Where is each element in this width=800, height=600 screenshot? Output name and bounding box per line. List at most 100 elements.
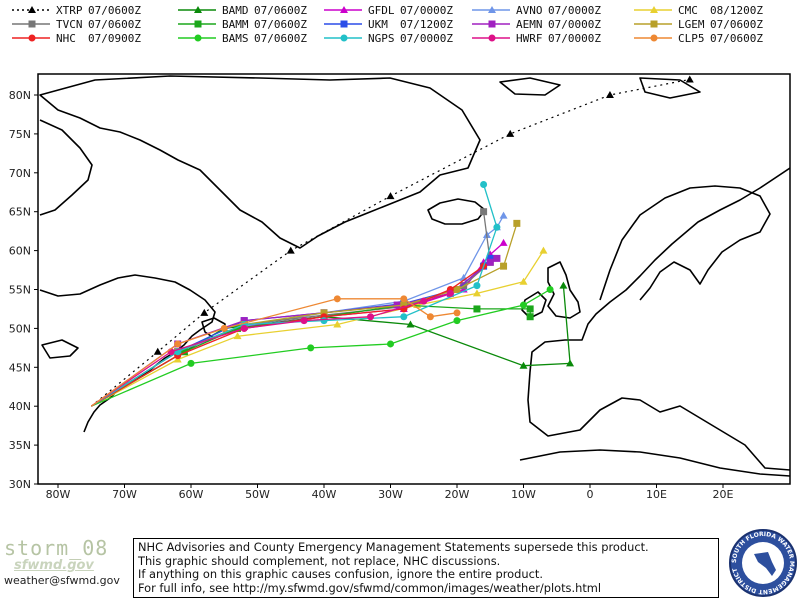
legend-marker — [340, 34, 348, 42]
track-point-bamm — [473, 305, 481, 313]
arctic-islands — [499, 77, 701, 99]
disclaimer-line: This graphic should complement, not repl… — [138, 553, 501, 568]
legend-model: UKM — [368, 18, 388, 31]
legend-item-avno: AVNO 07/0000Z — [472, 4, 601, 17]
track-point-clp5 — [453, 309, 461, 317]
track-point-lgem — [453, 286, 461, 293]
legend-model: TVCN — [56, 18, 83, 31]
track-point-ngps — [320, 317, 328, 325]
greater-lakes-region — [41, 339, 79, 359]
legend-time: 07/0600Z — [254, 4, 307, 17]
legend-item-hwrf: HWRF 07/0000Z — [472, 32, 601, 45]
legend-time: 08/1200Z — [710, 4, 763, 17]
lat-tick-label: 50N — [9, 322, 31, 335]
legend-model: CMC — [678, 4, 698, 17]
legend-marker — [28, 6, 36, 13]
legend-item-nhc: NHC 07/0900Z — [12, 32, 141, 45]
track-point-bamd — [559, 281, 568, 289]
legend-item-xtrp: XTRP 07/0600Z — [12, 4, 141, 17]
lon-tick-label: 30W — [378, 488, 403, 501]
track-point-clp5 — [426, 313, 434, 321]
lat-tick-label: 35N — [9, 439, 31, 452]
legend-time: 07/0000Z — [400, 4, 453, 17]
legend-item-clp5: CLP5 07/0600Z — [634, 32, 763, 45]
track-point-bams — [187, 359, 195, 367]
map-frame — [37, 73, 791, 485]
track-point-hwrf — [420, 297, 428, 305]
track-point-aemn — [393, 301, 401, 309]
legend-marker — [194, 20, 202, 28]
track-line-bamd — [90, 285, 571, 407]
track-point-xtrp — [506, 129, 515, 137]
track-line-ngps — [90, 184, 498, 407]
track-point-ngps — [400, 313, 408, 321]
lon-tick-label: 20W — [445, 488, 470, 501]
track-point-gfdl — [499, 238, 508, 246]
legend-time: 07/0000Z — [400, 32, 453, 45]
legend-marker — [488, 6, 496, 13]
track-point-bams — [453, 317, 461, 325]
track-point-xtrp — [153, 347, 162, 355]
track-point-clp5 — [400, 295, 408, 303]
legend-model: BAMS — [222, 32, 249, 45]
track-point-bams — [307, 344, 315, 352]
legend-time: 07/0600Z — [710, 18, 763, 31]
lon-tick-label: 40W — [312, 488, 337, 501]
europe-coast — [527, 167, 790, 471]
legend-marker — [194, 6, 202, 13]
track-point-aemn — [486, 258, 494, 266]
track-point-aemn — [493, 254, 501, 262]
legend-marker — [340, 6, 348, 13]
legend-marker — [650, 20, 658, 28]
ireland-coast — [521, 291, 547, 319]
legend-item-bamm: BAMM 07/0600Z — [178, 18, 307, 31]
track-point-bamd — [519, 361, 528, 369]
legend-marker — [650, 34, 658, 42]
track-point-bams — [546, 286, 554, 293]
legend-time: 07/0600Z — [88, 18, 141, 31]
track-line-bamm — [90, 304, 531, 407]
britain-coast — [547, 261, 581, 319]
legend-marker — [194, 34, 202, 42]
legend-time: 07/0600Z — [710, 32, 763, 45]
legend-item-tvcn: TVCN 07/0600Z — [12, 18, 141, 31]
legend-item-ngps: NGPS 07/0000Z — [324, 32, 453, 45]
legend-marker — [340, 20, 348, 28]
track-point-clp5 — [333, 295, 341, 303]
legend-time: 07/0000Z — [548, 4, 601, 17]
legend-model: CLP5 — [678, 32, 705, 45]
track-point-cmc — [539, 246, 548, 254]
lon-tick-label: 10W — [511, 488, 536, 501]
legend-model: HWRF — [516, 32, 543, 45]
track-point-lgem — [513, 219, 521, 227]
track-point-ngps — [493, 223, 501, 231]
legend-item-bamd: BAMD 07/0600Z — [178, 4, 307, 17]
track-point-ukm — [486, 254, 494, 262]
lat-tick-label: 70N — [9, 167, 31, 180]
legend-item-ukm: UKM 07/1200Z — [324, 18, 453, 31]
contact-email[interactable]: weather@sfwmd.gov — [4, 574, 120, 587]
legend-time: 07/0900Z — [88, 32, 141, 45]
lat-tick-label: 40N — [9, 400, 31, 413]
lat-tick-label: 80N — [9, 89, 31, 102]
track-point-cmc — [519, 277, 528, 285]
track-point-clp5 — [220, 324, 228, 332]
track-point-aemn — [240, 317, 248, 325]
legend-marker — [28, 20, 36, 28]
disclaimer-line: NHC Advisories and County Emergency Mana… — [138, 540, 649, 554]
disclaimer-line-url[interactable]: For full info, see http://my.sfwmd.gov/s… — [138, 580, 602, 595]
lon-tick-label: 10E — [646, 488, 667, 501]
track-point-xtrp — [685, 75, 694, 83]
legend-item-aemn: AEMN 07/0000Z — [472, 18, 601, 31]
track-point-cmc — [233, 332, 242, 340]
track-point-cmc — [472, 289, 481, 297]
legend-marker — [650, 6, 658, 13]
lon-tick-label: 70W — [112, 488, 137, 501]
track-point-bamm — [180, 348, 188, 356]
legend-model: XTRP — [56, 4, 83, 17]
track-line-xtrp — [90, 78, 690, 407]
legend-marker — [28, 34, 36, 42]
track-point-hwrf — [240, 324, 248, 332]
legend-time: 07/0000Z — [548, 18, 601, 31]
track-point-bamd — [406, 320, 415, 328]
